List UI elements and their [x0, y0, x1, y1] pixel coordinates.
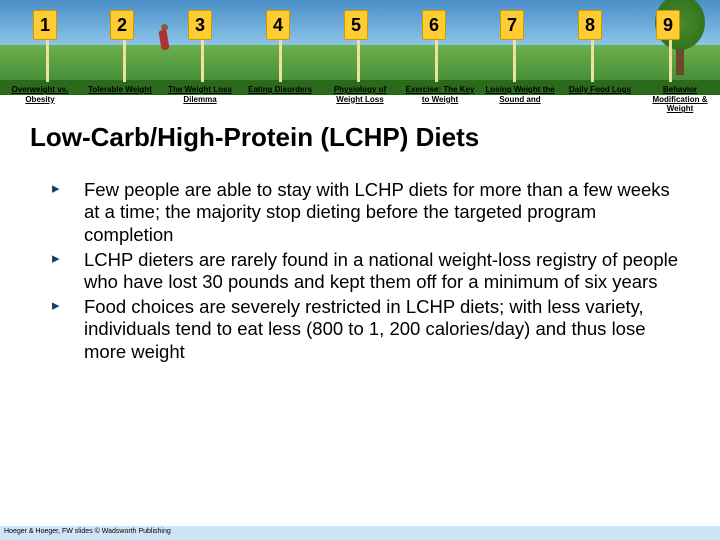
nav-link-3[interactable]: The Weight Loss Dilemma: [160, 83, 240, 123]
nav-link-9[interactable]: Behavior Modification & Weight: [640, 83, 720, 123]
sign-number: 3: [188, 10, 212, 40]
signpost-1: 1: [33, 10, 61, 82]
skier-graphic: [153, 22, 175, 62]
signpost-3: 3: [188, 10, 216, 82]
nav-link-1[interactable]: Overweight vs. Obesity: [0, 83, 80, 123]
sign-number: 7: [500, 10, 524, 40]
signpost-5: 5: [344, 10, 372, 82]
signpost-7: 7: [500, 10, 528, 82]
bullet-list: Few people are able to stay with LCHP di…: [30, 179, 690, 364]
nav-labels: Overweight vs. ObesityTolerable WeightTh…: [0, 83, 720, 123]
sign-number: 6: [422, 10, 446, 40]
bullet-1: Few people are able to stay with LCHP di…: [80, 179, 690, 247]
signpost-4: 4: [266, 10, 294, 82]
footer-text: Hoeger & Hoeger, FW slides © Wadsworth P…: [0, 526, 720, 537]
sign-number: 4: [266, 10, 290, 40]
nav-link-6[interactable]: Exercise: The Key to Weight: [400, 83, 480, 123]
nav-link-7[interactable]: Losing Weight the Sound and: [480, 83, 560, 123]
sign-number: 5: [344, 10, 368, 40]
signpost-8: 8: [578, 10, 606, 82]
nav-link-2[interactable]: Tolerable Weight: [80, 83, 160, 123]
bullet-3: Food choices are severely restricted in …: [80, 296, 690, 364]
bullet-2: LCHP dieters are rarely found in a natio…: [80, 249, 690, 294]
signpost-2: 2: [110, 10, 138, 82]
slide-title: Low-Carb/High-Protein (LCHP) Diets: [30, 123, 690, 153]
signpost-6: 6: [422, 10, 450, 82]
nav-link-4[interactable]: Eating Disorders: [240, 83, 320, 123]
banner: 123456789 Overweight vs. ObesityTolerabl…: [0, 0, 720, 95]
footer: Hoeger & Hoeger, FW slides © Wadsworth P…: [0, 526, 720, 540]
sign-number: 9: [656, 10, 680, 40]
sign-number: 2: [110, 10, 134, 40]
nav-link-8[interactable]: Daily Food Logs: [560, 83, 640, 123]
nav-link-5[interactable]: Physiology of Weight Loss: [320, 83, 400, 123]
content: Low-Carb/High-Protein (LCHP) Diets Few p…: [0, 95, 720, 375]
signpost-9: 9: [656, 10, 684, 82]
sign-number: 8: [578, 10, 602, 40]
sign-number: 1: [33, 10, 57, 40]
